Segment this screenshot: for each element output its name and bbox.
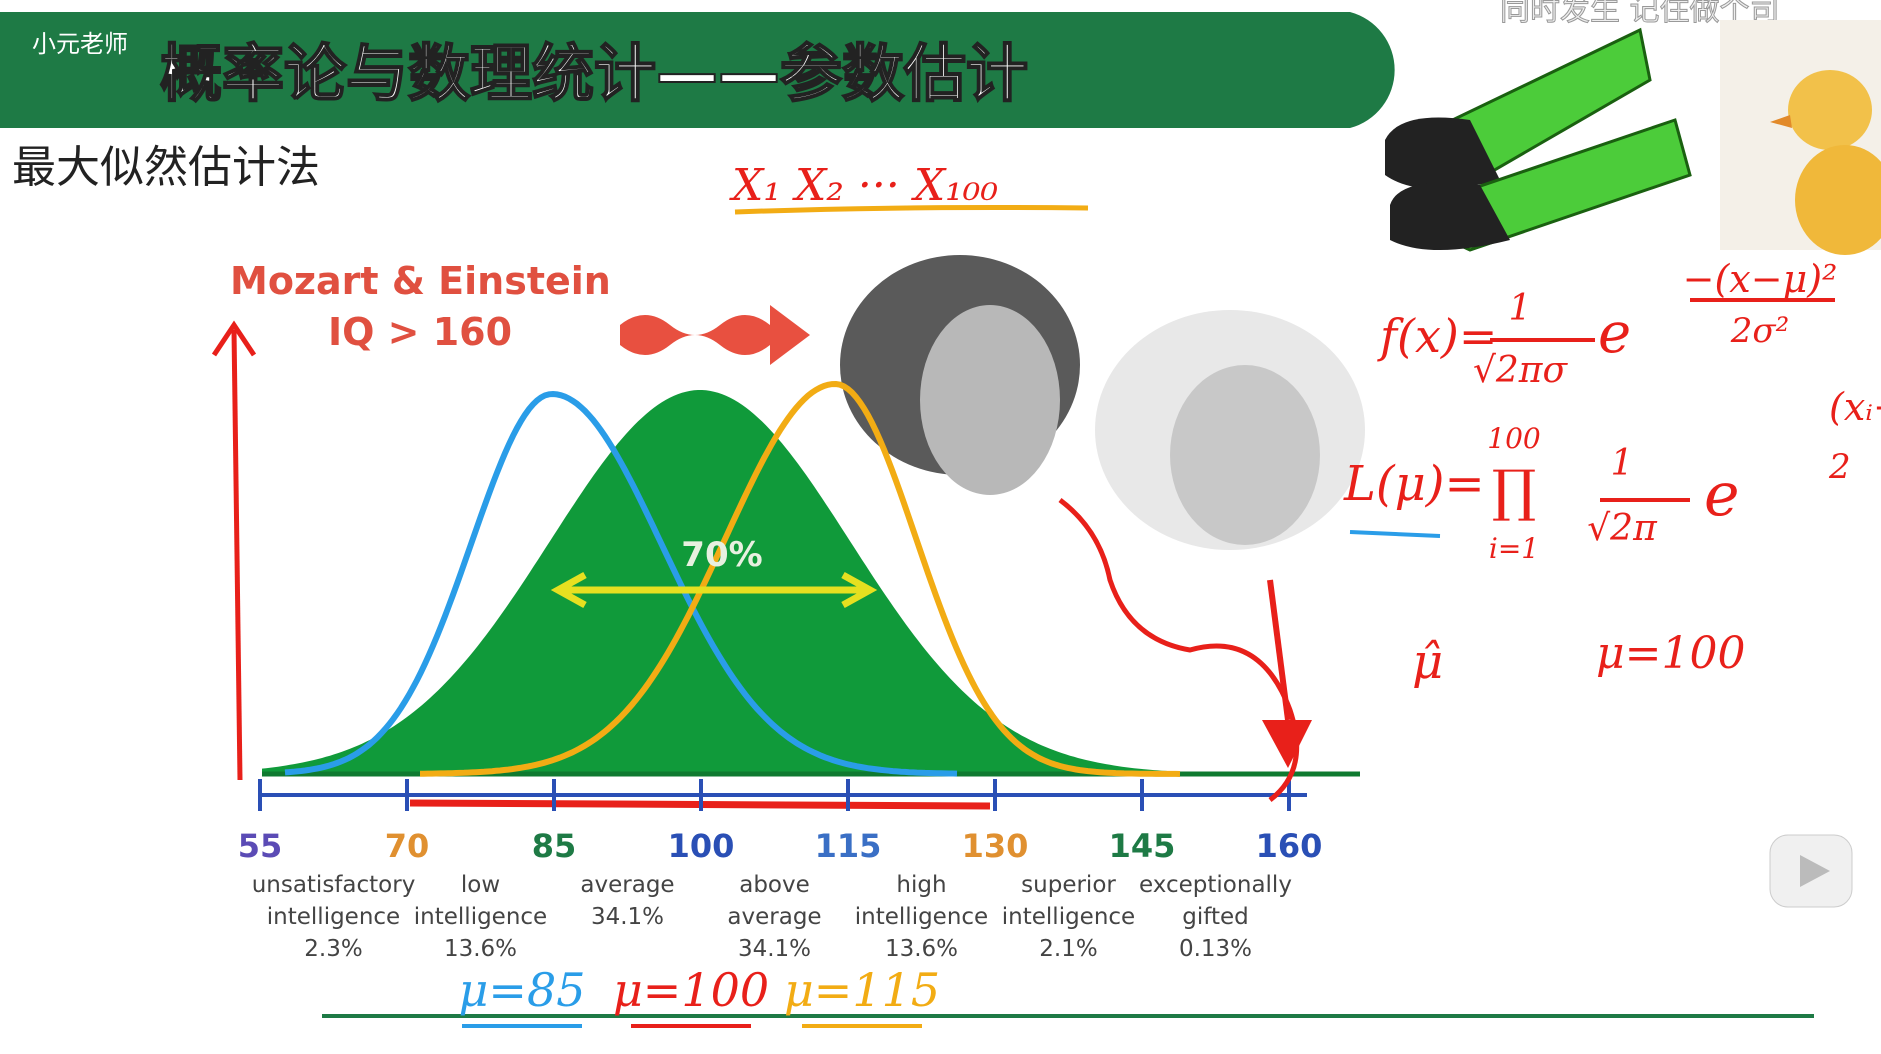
hand-curve (284, 390, 958, 777)
hand-curve (420, 380, 1181, 777)
double-arrow (550, 571, 878, 609)
callout-text: IQ > 160 (328, 310, 512, 354)
flippers-image (1385, 27, 1692, 252)
hand-underline (1349, 530, 1441, 538)
hand-formula: e (1598, 301, 1631, 366)
hand-arrow (1267, 579, 1291, 721)
tick-label: 70 (385, 827, 430, 865)
hand-formula: √2πσ (1473, 350, 1569, 391)
group-label: exceptionally (1139, 872, 1292, 898)
play-icon[interactable] (1800, 855, 1830, 887)
hand-mu: μ=85 (459, 963, 586, 1017)
group-label: superior (1021, 872, 1116, 898)
hand-formula: L(μ)= (1343, 456, 1485, 512)
group-label: above (739, 872, 810, 898)
group-label: 13.6% (885, 936, 958, 962)
header-title: 概率论与数理统计——参数估计 (160, 37, 1028, 110)
hand-mu: μ=100 (613, 963, 769, 1017)
group-label: 34.1% (738, 936, 811, 962)
group-label: intelligence (855, 904, 988, 930)
hand-formula: 1 (1611, 443, 1634, 484)
group-label: 2.1% (1039, 936, 1097, 962)
distribution-chart: 70% 55 70 85 100 115 130 145 160 unsatisfactory in… (211, 320, 1360, 962)
hand-estimate: μ̂ (1412, 634, 1443, 690)
group-label: intelligence (1002, 904, 1135, 930)
group-label: average (580, 872, 674, 898)
tick-label: 100 (668, 827, 735, 865)
hand-axis (211, 320, 257, 357)
callout-arrow (620, 305, 810, 365)
hand-formula: 2σ² (1730, 311, 1789, 351)
hand-formula: f(x)= (1377, 309, 1497, 363)
callout-text: Mozart & Einstein (230, 259, 611, 303)
tick-label: 55 (238, 827, 283, 865)
mozart-image (840, 255, 1080, 495)
header-banner (0, 12, 1395, 128)
group-label: 0.13% (1179, 936, 1252, 962)
hand-formula: ∏ (1492, 459, 1537, 524)
tick-label: 145 (1109, 827, 1176, 865)
group-label: 34.1% (591, 904, 664, 930)
einstein-image (1095, 310, 1365, 550)
hand-formula: 2 (1828, 447, 1851, 487)
tick-label: 160 (1256, 827, 1323, 865)
hand-formula: e (1704, 460, 1740, 530)
group-label: low (461, 872, 500, 898)
group-label: high (896, 872, 946, 898)
subtitle: 最大似然估计法 (12, 143, 320, 192)
tick-label: 115 (815, 827, 882, 865)
hand-formula: i=1 (1489, 532, 1539, 565)
group-label: 2.3% (304, 936, 362, 962)
hand-formula: (xᵢ−μ)² (1829, 385, 1881, 429)
tick-label: 85 (532, 827, 577, 865)
group-label: intelligence (414, 904, 547, 930)
hand-axis (231, 329, 243, 781)
group-label: gifted (1182, 904, 1248, 930)
hand-samples: X₁ X₂ ··· X₁₀₀ (729, 160, 998, 211)
hand-formula: √2π (1587, 508, 1658, 549)
tick-label: 130 (962, 827, 1029, 865)
hand-mu: μ=115 (784, 963, 940, 1017)
hand-formula: 100 (1487, 422, 1540, 455)
normal-curve-area (262, 390, 1360, 774)
group-label: intelligence (267, 904, 400, 930)
center-label: 70% (681, 535, 762, 575)
duck-image (1720, 20, 1881, 255)
watermark: 小元老师 (32, 30, 128, 58)
group-label: unsatisfactory (252, 872, 416, 898)
hand-arrow (1262, 720, 1312, 768)
hand-formula: −(x−μ)² (1683, 257, 1838, 301)
hand-underline (734, 205, 1089, 215)
hand-formula: 1 (1509, 288, 1532, 329)
hand-estimate-value: μ=100 (1596, 628, 1745, 679)
group-label: average (727, 904, 821, 930)
group-label: 13.6% (444, 936, 517, 962)
